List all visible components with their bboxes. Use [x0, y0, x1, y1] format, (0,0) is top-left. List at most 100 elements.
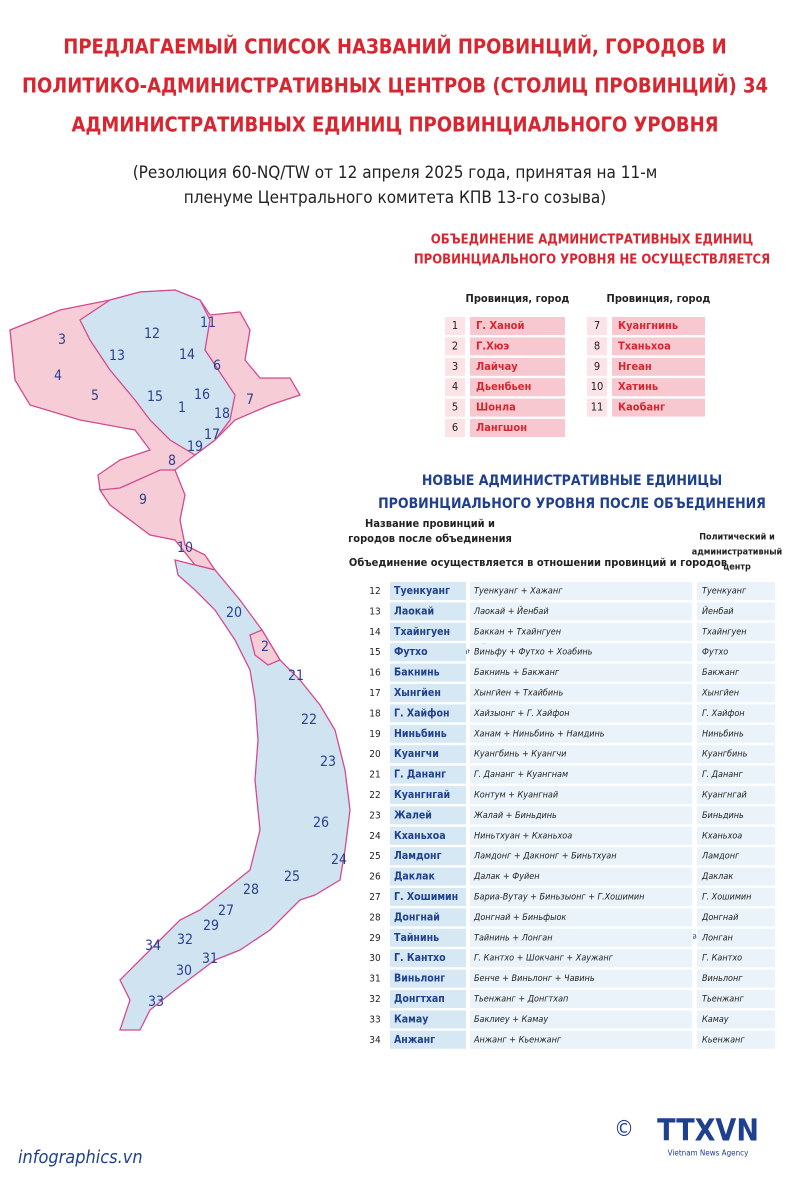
row-box	[390, 684, 466, 702]
province-name: Даклак	[394, 871, 435, 883]
province-name: Г. Дананг	[394, 769, 446, 781]
center: Даклак	[701, 872, 733, 882]
row-number: 26	[369, 872, 381, 883]
row-bg	[587, 337, 607, 356]
footer-site: infographics.vn	[18, 1147, 143, 1168]
row-box	[390, 847, 466, 866]
row-box	[697, 1010, 775, 1029]
row-box	[697, 1030, 775, 1049]
row-box	[470, 724, 692, 743]
row-box	[470, 990, 692, 1008]
merger: Ниньтхуан + Кханьхоа	[474, 831, 572, 841]
row-box	[697, 765, 775, 784]
map-label: 23	[320, 754, 336, 770]
map-label: 18	[214, 406, 230, 422]
row-bg	[445, 317, 465, 335]
hue	[249, 629, 281, 666]
map-label: 14	[179, 347, 195, 363]
row-box	[470, 806, 692, 825]
row-number: 9	[594, 360, 600, 373]
row-number: 32	[369, 994, 380, 1005]
province-name: Г. Хошимин	[394, 891, 458, 903]
row-bg	[587, 378, 607, 397]
province-name: Хатинь	[618, 380, 658, 393]
row-box	[390, 765, 466, 784]
province-name: Ниньбинь	[394, 728, 447, 740]
province-name: Куангнгай	[394, 789, 450, 801]
province-name: Куангнинь	[618, 319, 678, 332]
row-box	[470, 765, 692, 784]
map-label: 12	[144, 326, 160, 342]
merger: Ламдонг + Дакнонг + Биньтхуан	[473, 852, 617, 862]
map-label: 22	[301, 712, 317, 728]
row-number: 13	[369, 606, 380, 617]
row-box	[470, 704, 692, 723]
row-box	[612, 357, 705, 376]
row-bg	[445, 337, 465, 356]
province-name: Дьенбьен	[476, 380, 532, 393]
row-box	[697, 806, 775, 825]
row-box	[697, 949, 775, 968]
row-number: 25	[369, 851, 380, 862]
province-name: Донгнай	[394, 911, 440, 923]
merger: Хайзыонг + Г. Хайфон	[473, 709, 569, 719]
row-box	[390, 1030, 466, 1049]
row-box	[697, 786, 775, 804]
center: Биньдинь	[702, 811, 744, 821]
map-label: 25	[284, 869, 300, 885]
province-name: Шонла	[476, 401, 516, 414]
map-label: 16	[194, 387, 210, 403]
row-number: 17	[369, 688, 380, 699]
center: Донгнай	[701, 913, 738, 923]
row-box	[697, 704, 775, 723]
center: Ниньбинь	[702, 729, 744, 739]
row-box	[470, 928, 692, 947]
map-label: 15	[147, 389, 163, 405]
row-number: 22	[369, 790, 380, 801]
row-number: 4	[452, 380, 458, 393]
province-name: Донгтхап	[394, 993, 445, 1005]
center: Виньлонг	[702, 974, 743, 984]
merger: Жалай + Биньдинь	[473, 811, 557, 821]
center: Бакжанг	[702, 668, 740, 678]
center: Ламдонг	[701, 852, 740, 862]
row-box	[390, 704, 466, 723]
row-box	[390, 928, 466, 947]
province-name: Жалей	[394, 809, 432, 821]
row-number: 27	[369, 892, 380, 903]
map-label: 8	[168, 453, 176, 469]
row-box	[470, 398, 565, 417]
row-box	[390, 826, 466, 845]
title-line: АДМИНИСТРАТИВНЫХ ЕДИНИЦ ПРОВИНЦИАЛЬНОГО …	[71, 113, 718, 137]
merger: Бакнинь + Бакжанг	[474, 668, 560, 678]
row-box	[390, 806, 466, 825]
row-box	[470, 847, 692, 866]
merged-section: НОВЫЕ АДМИНИСТРАТИВНЫЕ ЕДИНИЦЫ ПРОВИНЦИАЛ…	[348, 473, 782, 1049]
column-header: Провинция, город	[466, 292, 570, 305]
row-number: 12	[369, 586, 380, 597]
center: Камау	[702, 1015, 729, 1025]
row-box	[470, 419, 565, 437]
row-box	[612, 337, 705, 356]
map-label: 24	[331, 852, 347, 868]
merger: Хынгйен + Тхайбинь	[473, 689, 563, 699]
row-number: 2	[452, 339, 458, 352]
center: Лонган	[701, 933, 733, 943]
copyright: ©	[614, 1117, 634, 1142]
section-title: ОБЪЕДИНЕНИЕ АДМИНИСТРАТИВНЫХ ЕДИНИЦ	[431, 233, 754, 248]
center: Тьенжанг	[702, 995, 745, 1005]
province-name: Куангчи	[394, 748, 439, 760]
row-box	[697, 867, 775, 886]
row-box	[470, 663, 692, 682]
row-number: 21	[369, 770, 380, 781]
row-box	[390, 990, 466, 1008]
province-name: Нгеан	[618, 360, 652, 373]
row-number: 7	[594, 319, 600, 332]
map-label: 27	[218, 903, 234, 919]
row-number: 5	[452, 401, 458, 414]
unmerged-section: ОБЪЕДИНЕНИЕ АДМИНИСТРАТИВНЫХ ЕДИНИЦ ПРОВИ…	[414, 233, 770, 437]
province-name: Бакнинь	[394, 667, 440, 679]
province-name: Камау	[394, 1013, 428, 1025]
province-name: Г. Ханой	[476, 319, 524, 332]
row-box	[390, 888, 466, 906]
